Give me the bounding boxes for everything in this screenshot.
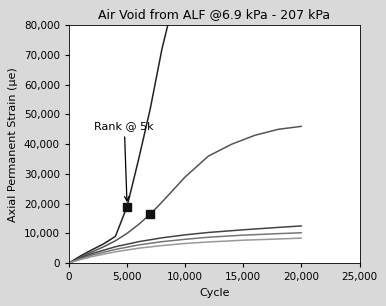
Text: Rank @ 5k: Rank @ 5k (95, 121, 154, 201)
Y-axis label: Axial Permanent Strain (μe): Axial Permanent Strain (μe) (8, 67, 18, 222)
X-axis label: Cycle: Cycle (199, 288, 230, 298)
Title: Air Void from ALF @6.9 kPa - 207 kPa: Air Void from ALF @6.9 kPa - 207 kPa (98, 8, 330, 21)
